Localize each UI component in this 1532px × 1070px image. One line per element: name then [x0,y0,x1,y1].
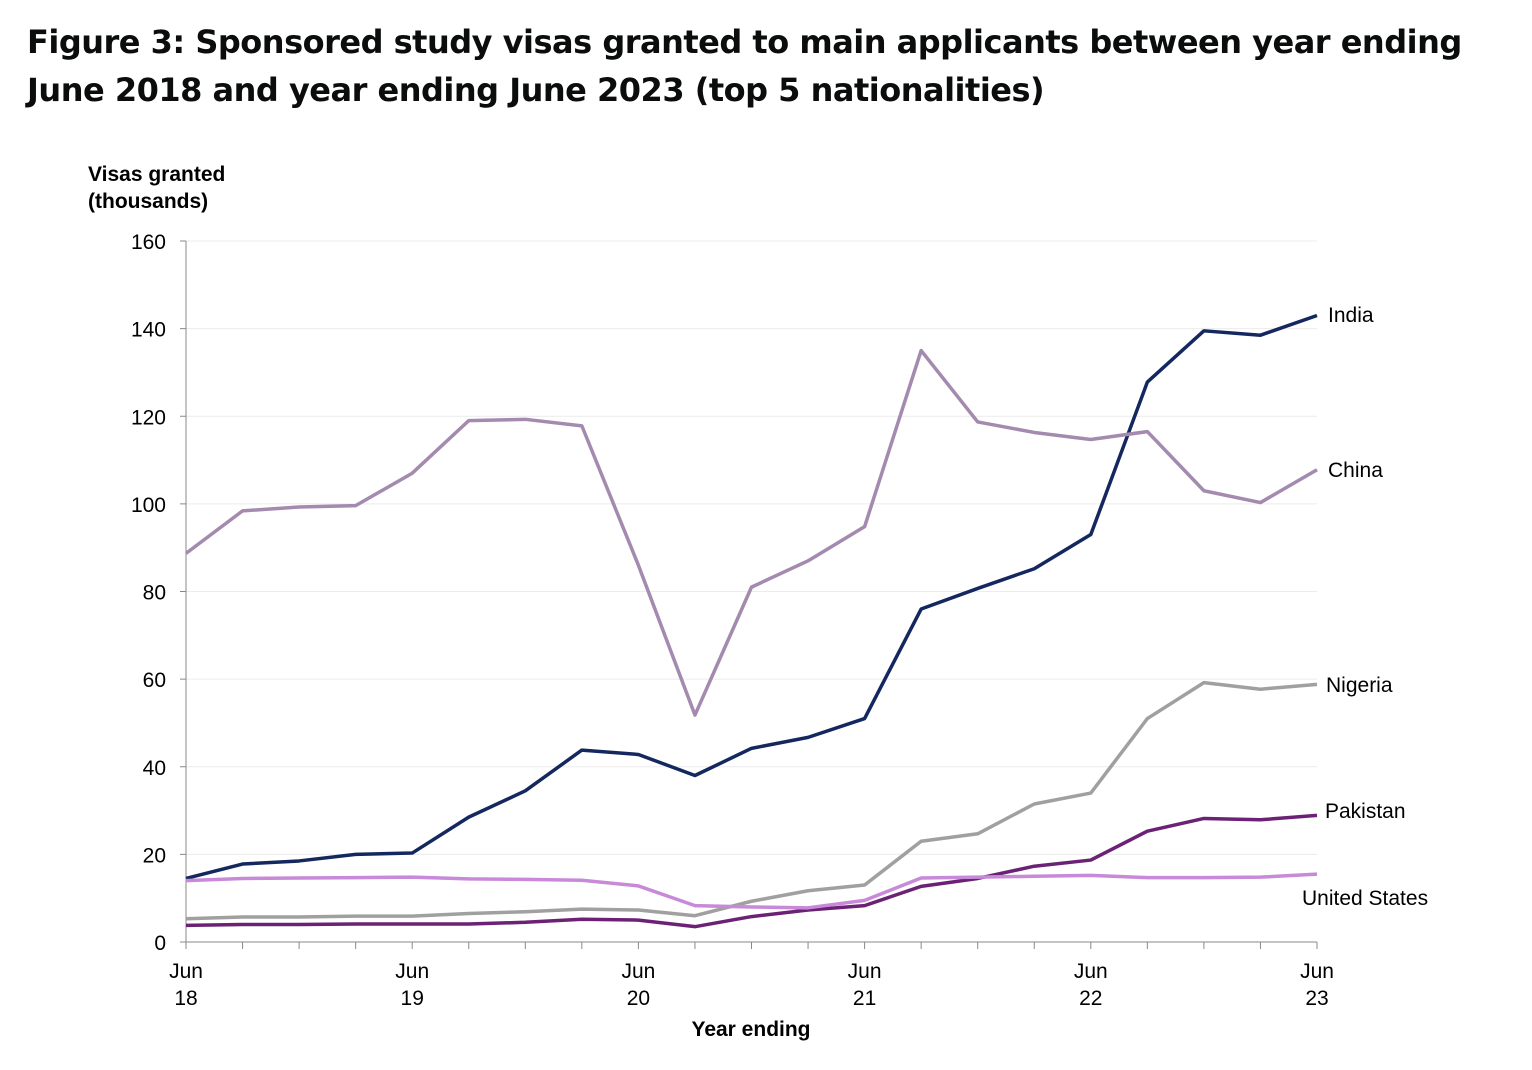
chart-title: Figure 3: Sponsored study visas granted … [27,23,1462,109]
x-tick-label-year: 23 [1305,987,1328,1010]
x-tick-label-month: Jun [169,960,203,983]
x-tick-label-month: Jun [621,960,655,983]
series-label-china: China [1328,459,1383,482]
y-tick-label: 60 [143,669,166,692]
series-line-india [185,313,1318,881]
y-axis-label-line1: Visas granted [88,163,225,186]
series-label-pakistan: Pakistan [1325,800,1406,823]
x-tick-label-month: Jun [395,960,429,983]
x-tick-label-year: 19 [401,987,424,1010]
series-line-pakistan [185,813,1318,929]
y-tick-label: 120 [131,406,166,429]
y-tick-label: 160 [131,231,166,254]
y-tick-label: 140 [131,319,166,342]
x-tick-label-year: 21 [853,987,876,1010]
x-axis-label: Year ending [691,1018,810,1041]
x-tick-label-year: 20 [627,987,650,1010]
y-axis-label-line2: (thousands) [88,190,208,213]
series-line-nigeria [185,680,1318,921]
series-label-united-states: United States [1302,887,1428,910]
series-label-nigeria: Nigeria [1326,674,1393,697]
x-tick-label-year: 22 [1079,987,1102,1010]
x-tick-label-month: Jun [1300,960,1334,983]
series-label-india: India [1328,304,1374,327]
x-tick-label-year: 18 [174,987,197,1010]
x-tick-label-month: Jun [1074,960,1108,983]
y-tick-label: 40 [143,757,166,780]
x-tick-label-month: Jun [848,960,882,983]
y-tick-label: 100 [131,494,166,517]
series-line-china [184,348,1318,717]
y-tick-label: 0 [154,932,166,955]
y-tick-label: 20 [143,844,166,867]
y-tick-label: 80 [143,582,166,605]
